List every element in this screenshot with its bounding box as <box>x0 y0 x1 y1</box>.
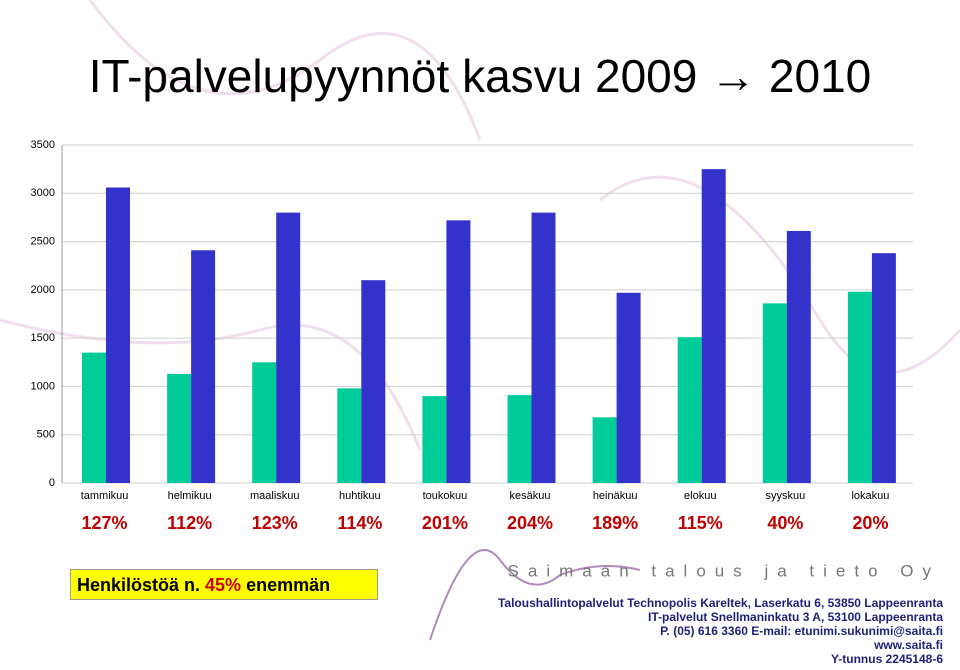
bar <box>361 280 386 483</box>
x-tick-label: heinäkuu <box>593 490 638 502</box>
bar <box>252 362 277 483</box>
x-tick-label: huhtikuu <box>339 490 381 502</box>
growth-label: 201% <box>422 513 468 533</box>
bar <box>592 417 617 483</box>
bar <box>106 187 130 483</box>
chart-title: IT-palvelupyynnöt kasvu 2009 → 2010 <box>89 50 872 102</box>
bar <box>507 395 532 483</box>
x-tick-label: maaliskuu <box>250 490 300 502</box>
growth-label: 115% <box>678 513 723 533</box>
bar <box>422 396 447 483</box>
x-tick-label: elokuu <box>684 490 716 502</box>
note-box: Henkilöstöä n. 45% enemmän <box>70 569 378 600</box>
bar <box>276 212 301 483</box>
bar <box>762 303 787 483</box>
y-tick-label: 2500 <box>31 235 55 247</box>
y-tick-label: 1000 <box>31 380 55 392</box>
x-tick-label: kesäkuu <box>510 490 551 502</box>
bar <box>191 250 216 483</box>
y-tick-label: 1500 <box>31 332 55 344</box>
y-tick-label: 3500 <box>31 139 55 151</box>
bar <box>82 352 106 483</box>
y-tick-label: 2000 <box>31 284 55 296</box>
bar <box>677 337 702 483</box>
x-tick-label: syyskuu <box>765 490 805 502</box>
y-tick-label: 0 <box>49 477 55 489</box>
bar <box>786 230 811 483</box>
bar <box>701 169 726 483</box>
bar <box>616 292 641 483</box>
bar <box>847 291 872 483</box>
bar <box>531 212 556 483</box>
bar <box>337 388 362 483</box>
growth-label: 123% <box>252 513 298 533</box>
note-highlight: 45% <box>205 575 242 595</box>
x-tick-label: lokakuu <box>851 490 889 502</box>
company-line: Y-tunnus 2245148-6 <box>831 652 943 666</box>
bar <box>167 373 192 483</box>
x-tick-label: tammikuu <box>81 490 129 502</box>
bar <box>446 220 471 483</box>
growth-label: 204% <box>507 513 553 533</box>
note-text: Henkilöstöä n. <box>77 575 206 595</box>
bar <box>871 253 896 483</box>
growth-label: 127% <box>82 513 128 533</box>
company-line: P. (05) 616 3360 E-mail: etunimi.sukunim… <box>660 624 943 638</box>
growth-label: 189% <box>592 513 638 533</box>
growth-label: 20% <box>852 513 888 533</box>
company-line: IT-palvelut Snellmaninkatu 3 A, 53100 La… <box>648 610 943 624</box>
x-tick-label: helmikuu <box>168 490 212 502</box>
growth-label: 114% <box>337 513 382 533</box>
company-name: Saimaan talous ja tieto Oy <box>508 561 940 580</box>
y-tick-label: 3000 <box>31 187 55 199</box>
x-tick-label: toukokuu <box>423 490 468 502</box>
company-line: Taloushallintopalvelut Technopolis Karel… <box>498 596 943 610</box>
company-line: www.saita.fi <box>873 638 943 652</box>
y-tick-label: 500 <box>37 429 55 441</box>
growth-label: 112% <box>167 513 212 533</box>
growth-label: 40% <box>767 513 803 533</box>
note-text: enemmän <box>241 575 331 595</box>
